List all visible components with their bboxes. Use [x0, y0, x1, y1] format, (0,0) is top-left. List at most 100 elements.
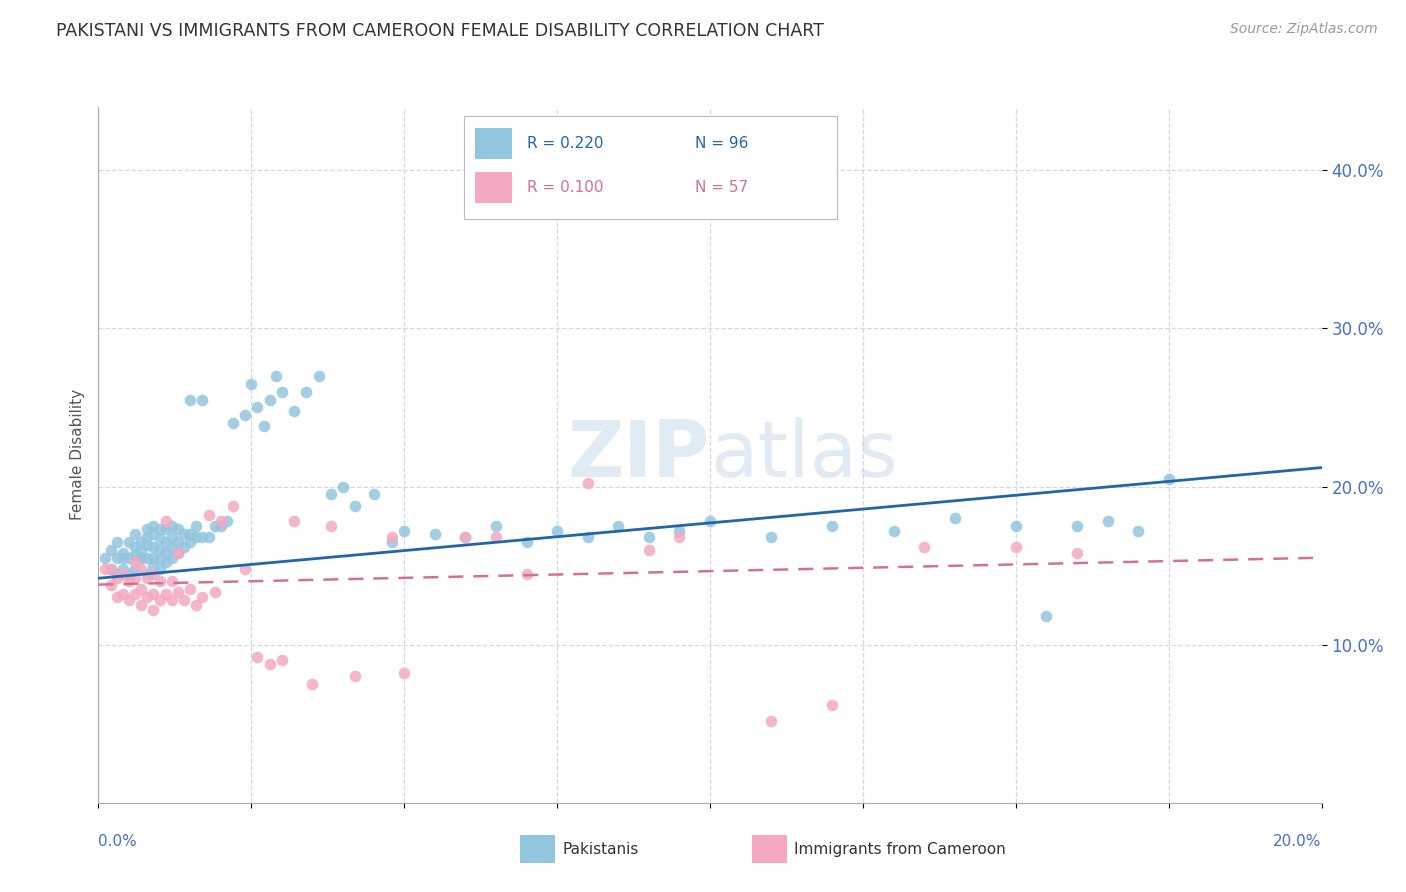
Point	[264, 368, 287, 383]
Point	[124, 556, 146, 570]
Point	[160, 593, 183, 607]
Point	[111, 587, 134, 601]
Point	[546, 524, 568, 538]
Point	[100, 562, 122, 576]
Point	[155, 546, 177, 560]
Point	[821, 519, 844, 533]
Point	[197, 508, 219, 522]
Point	[142, 558, 165, 573]
Point	[668, 530, 690, 544]
Point	[179, 582, 201, 597]
Point	[105, 534, 128, 549]
Point	[637, 530, 661, 544]
Point	[173, 527, 195, 541]
Point	[129, 534, 152, 549]
Point	[100, 542, 122, 557]
Point	[423, 527, 446, 541]
Point	[136, 530, 159, 544]
Point	[149, 532, 172, 546]
Point	[155, 587, 177, 601]
Text: atlas: atlas	[710, 417, 897, 493]
Point	[454, 530, 477, 544]
Point	[149, 542, 172, 557]
Point	[160, 550, 183, 565]
Point	[136, 522, 159, 536]
Point	[155, 514, 177, 528]
Text: 0.0%: 0.0%	[98, 834, 138, 849]
Point	[167, 534, 190, 549]
Point	[155, 534, 177, 549]
Point	[118, 574, 141, 589]
Point	[1157, 472, 1180, 486]
Point	[246, 650, 269, 665]
Point	[136, 566, 159, 581]
Point	[142, 603, 165, 617]
Point	[149, 593, 172, 607]
Point	[222, 499, 245, 513]
Point	[124, 548, 146, 562]
Point	[1035, 609, 1057, 624]
Point	[197, 530, 219, 544]
Point	[160, 530, 183, 544]
Point	[259, 657, 281, 671]
Point	[118, 550, 141, 565]
Point	[179, 534, 201, 549]
Point	[149, 562, 172, 576]
Point	[160, 540, 183, 554]
Point	[93, 550, 115, 565]
Point	[124, 562, 146, 576]
Point	[105, 550, 128, 565]
Point	[142, 566, 165, 581]
Point	[149, 522, 172, 536]
Point	[233, 409, 256, 423]
Point	[124, 587, 146, 601]
Point	[167, 522, 190, 536]
Point	[160, 574, 183, 589]
Y-axis label: Female Disability: Female Disability	[69, 389, 84, 521]
Point	[668, 524, 690, 538]
Point	[186, 530, 208, 544]
Point	[363, 487, 385, 501]
Point	[392, 524, 416, 538]
Point	[270, 653, 292, 667]
Point	[124, 571, 146, 585]
Point	[381, 530, 404, 544]
Point	[699, 514, 721, 528]
Point	[332, 479, 354, 493]
Point	[111, 562, 134, 576]
Point	[136, 550, 159, 565]
Text: PAKISTANI VS IMMIGRANTS FROM CAMEROON FEMALE DISABILITY CORRELATION CHART: PAKISTANI VS IMMIGRANTS FROM CAMEROON FE…	[56, 22, 824, 40]
Point	[105, 571, 128, 585]
Point	[485, 530, 508, 544]
Point	[111, 566, 134, 581]
Point	[943, 511, 966, 525]
Text: N = 96: N = 96	[695, 136, 748, 151]
Point	[129, 562, 152, 576]
Point	[136, 538, 159, 552]
Point	[173, 593, 195, 607]
Point	[516, 534, 538, 549]
Point	[252, 419, 274, 434]
Point	[167, 546, 190, 560]
Point	[1004, 519, 1026, 533]
Point	[155, 556, 177, 570]
Point	[186, 598, 208, 612]
Bar	[475, 172, 512, 203]
Text: Immigrants from Cameroon: Immigrants from Cameroon	[794, 842, 1007, 856]
Point	[129, 550, 152, 565]
Point	[100, 562, 122, 576]
Point	[821, 698, 844, 712]
Point	[209, 519, 232, 533]
Point	[118, 566, 141, 581]
Point	[295, 384, 318, 399]
Point	[485, 519, 508, 533]
Point	[308, 368, 330, 383]
Point	[129, 542, 152, 557]
Point	[191, 530, 214, 544]
Point	[93, 562, 115, 576]
Point	[215, 514, 238, 528]
Text: Source: ZipAtlas.com: Source: ZipAtlas.com	[1230, 22, 1378, 37]
Point	[173, 540, 195, 554]
Point	[204, 585, 226, 599]
Point	[111, 550, 134, 565]
